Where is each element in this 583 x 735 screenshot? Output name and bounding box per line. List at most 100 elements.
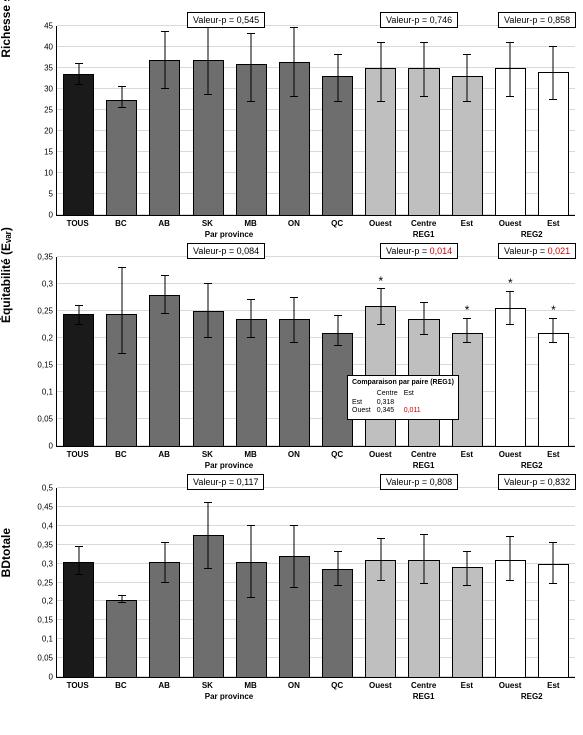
error-cap bbox=[334, 551, 342, 552]
bar-rect bbox=[495, 308, 526, 446]
y-tick-label: 0 bbox=[27, 442, 53, 451]
error-bar bbox=[251, 526, 252, 598]
x-tick-label: SK bbox=[186, 447, 229, 459]
x-group-label bbox=[56, 230, 99, 239]
error-bar bbox=[553, 543, 554, 585]
error-bar bbox=[164, 32, 165, 89]
error-bar bbox=[337, 55, 338, 101]
y-tick-label: 0 bbox=[27, 673, 53, 682]
y-tick-label: 0,15 bbox=[27, 616, 53, 625]
pvalue-label: Valeur-p = bbox=[386, 477, 430, 487]
error-cap bbox=[290, 297, 298, 298]
error-cap bbox=[506, 42, 514, 43]
y-tick-label: 0,1 bbox=[27, 388, 53, 397]
error-bar bbox=[294, 28, 295, 97]
bars-layer bbox=[57, 26, 575, 215]
y-axis-title: Richesse spécifique bonifiée bbox=[0, 0, 13, 57]
error-cap bbox=[75, 324, 83, 325]
bar-Centre bbox=[402, 26, 445, 215]
x-group-label bbox=[56, 461, 99, 470]
y-tick-label: 0 bbox=[27, 211, 53, 220]
pairwise-cell: 0,345 bbox=[377, 407, 404, 416]
x-tick-label: Ouest bbox=[489, 216, 532, 228]
y-tick-label: 0,35 bbox=[27, 540, 53, 549]
error-bar bbox=[294, 298, 295, 344]
error-cap bbox=[463, 342, 471, 343]
error-bar bbox=[510, 43, 511, 98]
error-bar bbox=[208, 26, 209, 95]
x-tick-label: Ouest bbox=[489, 447, 532, 459]
error-cap bbox=[118, 602, 126, 603]
pairwise-table: CentreEstEst0,318Ouest0,3450,011 bbox=[352, 390, 427, 416]
x-tick-label: ON bbox=[272, 447, 315, 459]
error-cap bbox=[204, 568, 212, 569]
pvalue-value: 0,021 bbox=[548, 246, 571, 256]
pairwise-cell: Ouest bbox=[352, 407, 377, 416]
x-group-label bbox=[56, 692, 99, 701]
x-tick-label: Est bbox=[445, 678, 488, 690]
bar-BC bbox=[100, 26, 143, 215]
bar-BC bbox=[100, 488, 143, 677]
pvalue-box: Valeur-p = 0,746 bbox=[380, 12, 458, 28]
error-cap bbox=[463, 101, 471, 102]
bar-SK bbox=[187, 26, 230, 215]
y-tick-label: 20 bbox=[27, 127, 53, 136]
error-cap bbox=[118, 595, 126, 596]
x-tick-label: TOUS bbox=[56, 678, 99, 690]
x-tick-label: AB bbox=[143, 678, 186, 690]
x-tick-label: QC bbox=[316, 447, 359, 459]
error-bar bbox=[467, 319, 468, 343]
bar-AB bbox=[143, 26, 186, 215]
error-cap bbox=[420, 334, 428, 335]
x-tick-label: Est bbox=[532, 447, 575, 459]
x-group-label: Par province bbox=[99, 461, 359, 470]
error-bar bbox=[78, 547, 79, 575]
error-bar bbox=[337, 316, 338, 346]
bar-BC bbox=[100, 257, 143, 446]
pvalue-value: 0,746 bbox=[430, 15, 453, 25]
pairwise-cell: Est bbox=[352, 399, 377, 408]
error-cap bbox=[377, 42, 385, 43]
error-cap bbox=[334, 585, 342, 586]
pvalue-box: Valeur-p = 0,832 bbox=[498, 474, 576, 490]
error-cap bbox=[377, 288, 385, 289]
pairwise-col-header: Centre bbox=[377, 390, 404, 399]
bar-Est bbox=[446, 26, 489, 215]
error-cap bbox=[377, 101, 385, 102]
error-cap bbox=[290, 96, 298, 97]
x-group-label: REG2 bbox=[489, 461, 576, 470]
pvalue-box: Valeur-p = 0,858 bbox=[498, 12, 576, 28]
figure-root: Richesse spécifique bonifiée051015202530… bbox=[8, 26, 575, 701]
significance-star: * bbox=[378, 274, 383, 288]
error-bar bbox=[467, 55, 468, 101]
pvalue-value: 0,832 bbox=[548, 477, 571, 487]
x-tick-label: Est bbox=[532, 678, 575, 690]
error-cap bbox=[247, 525, 255, 526]
error-cap bbox=[161, 88, 169, 89]
x-tick-label: Ouest bbox=[359, 447, 402, 459]
bar-Est bbox=[446, 488, 489, 677]
pvalue-label: Valeur-p = bbox=[386, 15, 430, 25]
bar-SK bbox=[187, 257, 230, 446]
bar-MB bbox=[230, 26, 273, 215]
x-axis-group-labels: Par provinceREG1REG2 bbox=[56, 461, 575, 470]
error-bar bbox=[467, 552, 468, 586]
y-tick-label: 0,2 bbox=[27, 597, 53, 606]
error-cap bbox=[420, 534, 428, 535]
x-tick-label: Est bbox=[445, 216, 488, 228]
bar-Ouest: * bbox=[489, 257, 532, 446]
bar-TOUS bbox=[57, 257, 100, 446]
error-bar bbox=[121, 87, 122, 108]
error-cap bbox=[549, 99, 557, 100]
x-tick-label: ON bbox=[272, 216, 315, 228]
bar-Ouest bbox=[489, 26, 532, 215]
pvalue-box: Valeur-p = 0,014 bbox=[380, 243, 458, 259]
significance-star: * bbox=[551, 303, 556, 317]
x-group-label: Par province bbox=[99, 692, 359, 701]
error-cap bbox=[118, 353, 126, 354]
y-tick-label: 0,1 bbox=[27, 635, 53, 644]
x-group-label: REG1 bbox=[359, 692, 489, 701]
error-cap bbox=[334, 54, 342, 55]
x-tick-label: Centre bbox=[402, 216, 445, 228]
x-tick-label: Ouest bbox=[489, 678, 532, 690]
